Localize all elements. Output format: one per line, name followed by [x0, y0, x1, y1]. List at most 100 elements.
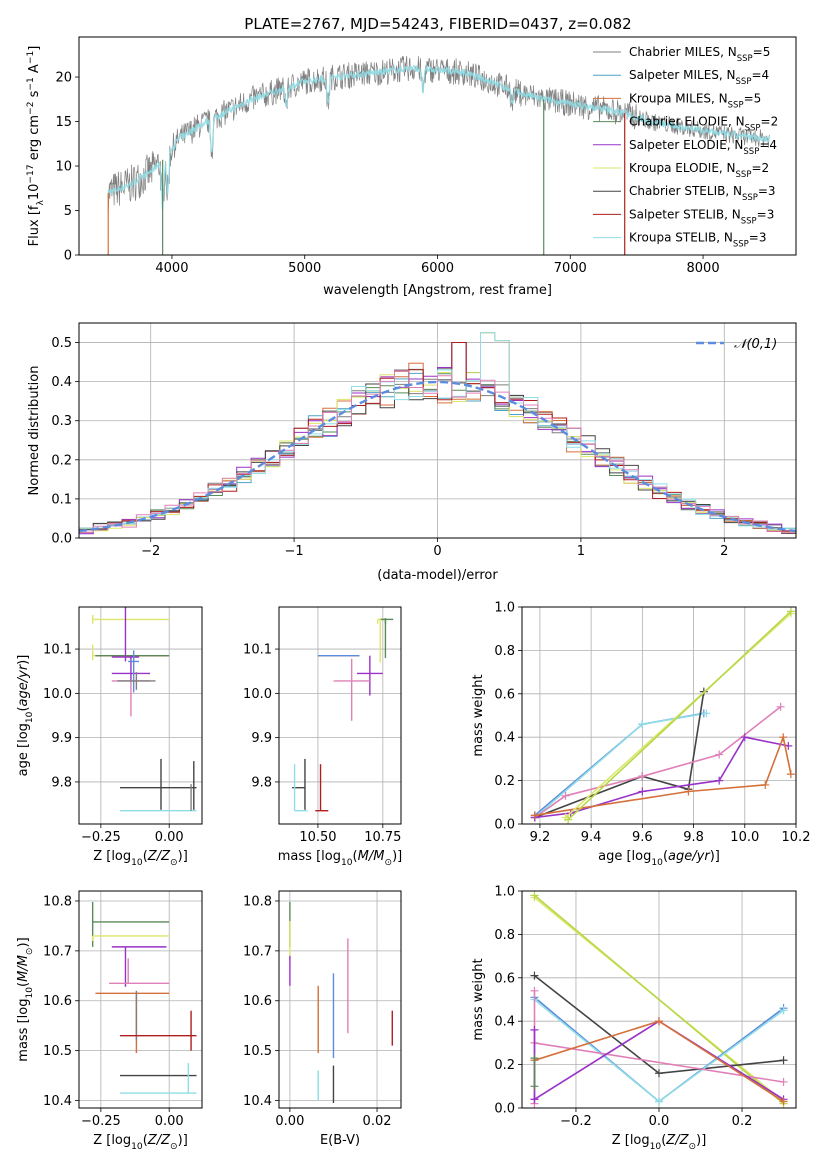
errorbar-point: [91, 901, 170, 947]
x-tick-label: 7000: [554, 261, 587, 276]
age-vs-metallicity-chart: −0.25 0.009.89.910.010.1Z [log10(Z/Z⊙)]ag…: [16, 606, 203, 868]
mass-weight-marker: [779, 1006, 788, 1015]
y-axis-label-part: λ: [36, 200, 46, 206]
x-axis-label-part: Z [log: [93, 1133, 131, 1148]
x-axis-label: (data-model)/error: [377, 568, 498, 583]
x-axis-label-part: (: [143, 849, 148, 864]
y-tick-label: 15: [55, 115, 72, 130]
y-axis-label-part: M/M: [16, 955, 31, 982]
mass-weight-vs-metallicity-chart-plot-area: [530, 891, 788, 1108]
residual-histogram-chart: −2 −1 0 1 2 0.0 0.1 0.2 0.3 0.4 0.5 𝒩(0,1) (data-mod…: [27, 322, 797, 583]
legend-label-name: Salpeter STELIB, N: [629, 207, 741, 221]
legend-label: Salpeter STELIB, NSSP=3: [629, 207, 774, 226]
mass-weight-marker: [530, 811, 539, 820]
x-tick-label: 4000: [155, 261, 188, 276]
axes-frame: [278, 606, 402, 825]
legend-label-sub: SSP: [741, 216, 757, 226]
y-tick-label: 5: [64, 204, 72, 219]
x-axis-label-part: wavelength [Angstrom, rest frame]: [323, 283, 552, 298]
y-tick-label: 0.0: [494, 818, 515, 833]
errorbar-point: [356, 655, 383, 696]
x-axis-label-part: Z [log: [612, 1133, 650, 1148]
legend-label-name: Kroupa STELIB, N: [629, 231, 733, 245]
mass-weight-vs-metallicity-chart: −0.2 0.0 0.2 0.0 0.2 0.4 0.6 0.8 1.0 Z [log10(Z/Z…: [471, 885, 797, 1152]
y-axis-label-part: s: [27, 90, 42, 101]
y-tick-label: 0.2: [494, 774, 515, 789]
y-tick-label: 9.9: [251, 731, 272, 746]
mass-weight-marker: [638, 772, 647, 781]
y-axis-label-part: −17: [26, 164, 36, 183]
axes-frame: [78, 322, 797, 539]
y-tick-label: 0.6: [494, 971, 515, 986]
mass-weight-marker: [655, 1069, 663, 1078]
y-tick-label: 10.5: [243, 1044, 272, 1059]
mass-weight-marker: [779, 1056, 788, 1065]
x-axis-label-part: (: [353, 849, 358, 864]
x-tick-label: 0.2: [732, 1114, 753, 1129]
legend-label-name: Chabrier ELODIE, N: [629, 115, 745, 129]
y-axis-label: mass weight: [471, 674, 486, 756]
x-tick-label: 5000: [288, 261, 321, 276]
x-axis-label-part: (: [663, 849, 668, 864]
legend-label-name: Kroupa MILES, N: [629, 91, 728, 105]
x-axis-label: wavelength [Angstrom, rest frame]: [323, 283, 552, 298]
legend-label-sub: SSP: [737, 54, 753, 64]
y-tick-label: 10.1: [243, 643, 272, 658]
age-vs-mass-chart-plot-area: [291, 618, 394, 812]
mass-weight-series-line: [534, 706, 782, 819]
x-axis-label-part: age [log: [598, 849, 651, 864]
legend-label-name: Salpeter MILES, N: [629, 68, 736, 82]
y-tick-label: 9.8: [251, 775, 272, 790]
y-tick-label: 9.8: [51, 775, 72, 790]
x-tick-label: −0.25: [81, 1114, 121, 1129]
axes-frame: [521, 890, 797, 1109]
age-vs-mass-chart: 10.50 10.75 9.8 9.9 10.0 10.1 mass [log10(M/M⊙…: [243, 606, 402, 868]
y-tick-label: 10.7: [243, 944, 272, 959]
x-axis-label-part: (: [661, 1133, 666, 1148]
y-tick-label: 0.8: [494, 928, 515, 943]
mass-vs-extinction-chart: 0.00 0.02 10.4 10.5 10.6 10.7 10.8 E(B-V): [243, 890, 402, 1148]
mass-weight-marker: [702, 709, 711, 718]
mass-weight-marker: [655, 1017, 663, 1026]
x-tick-label: 1: [577, 544, 585, 559]
x-tick-label: 9.4: [581, 830, 602, 845]
errorbar-point: [111, 655, 151, 683]
y-tick-label: 10.7: [43, 944, 72, 959]
x-tick-label: 9.2: [530, 830, 551, 845]
mass-weight-marker: [564, 815, 573, 824]
mass-weight-marker: [776, 702, 785, 711]
x-axis-label-part: E(B-V): [320, 1133, 360, 1148]
y-tick-label: 0.8: [494, 644, 515, 659]
errorbar-point: [111, 607, 140, 662]
y-axis-label-part: Flux [f: [27, 205, 42, 246]
errorbar-point: [111, 946, 167, 987]
axes-frame: [278, 890, 402, 1109]
errorbar-point: [91, 614, 170, 624]
errorbar-point: [120, 758, 197, 810]
y-tick-label: 10.6: [43, 994, 72, 1009]
y-tick-label: 0.0: [494, 1102, 515, 1117]
y-tick-label: 10.4: [43, 1094, 72, 1109]
legend-label: Salpeter MILES, NSSP=4: [629, 68, 769, 87]
y-axis-label-part: )]: [16, 655, 31, 665]
x-tick-label: 10.2: [782, 830, 811, 845]
y-tick-label: 0.3: [51, 414, 72, 429]
mass-weight-vs-age-chart: 9.2 9.4 9.6 9.8 10.0 10.2 0.0 0.2 0.4 0.6 0.8 1.0 ag…: [471, 601, 810, 869]
x-axis-label-part: 10: [131, 1142, 143, 1152]
y-axis-label-part: mass weight: [471, 674, 486, 756]
errorbar-point: [91, 935, 170, 941]
y-axis-label-part: 10: [27, 184, 42, 201]
y-tick-label: 10.8: [243, 894, 272, 909]
y-axis-label-part: −1: [26, 77, 36, 90]
x-tick-label: 10.0: [730, 830, 759, 845]
mass-weight-marker: [638, 720, 647, 729]
y-tick-label: 10.1: [43, 643, 72, 658]
mass-weight-marker: [530, 986, 539, 995]
x-axis-label: Z [log10(Z/Z⊙)]: [612, 1133, 707, 1152]
errorbar-point: [380, 618, 394, 624]
mass-vs-extinction-chart-plot-area: [289, 901, 393, 1104]
legend-label-sub: SSP: [742, 193, 758, 203]
mass-weight-marker: [740, 733, 749, 742]
legend-label: Kroupa MILES, NSSP=5: [629, 91, 761, 110]
x-axis-label-part: ⊙: [384, 858, 392, 868]
